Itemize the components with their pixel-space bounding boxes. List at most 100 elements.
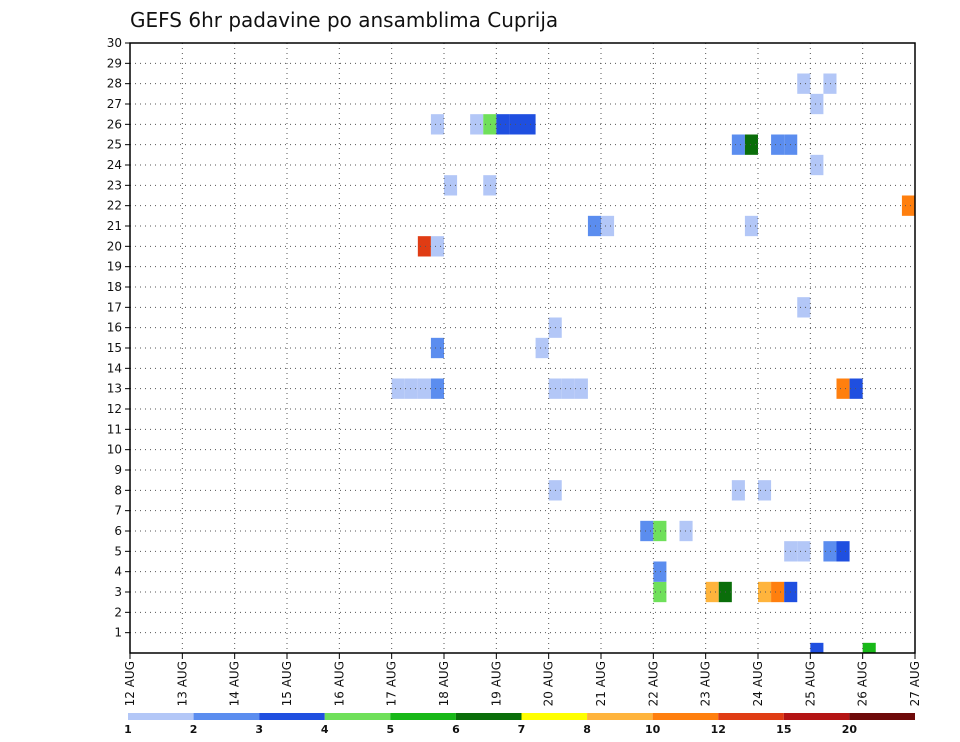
colorbar-swatch	[783, 713, 850, 720]
heatmap-cell	[391, 378, 405, 399]
heatmap-cell	[679, 520, 693, 542]
x-tick-label: 23 AUG	[699, 661, 713, 706]
y-tick-label: 23	[107, 178, 122, 192]
heatmap-cell	[430, 236, 444, 257]
heatmap-cell	[404, 378, 418, 399]
y-tick-label: 11	[107, 422, 122, 436]
x-tick-label: 26 AUG	[856, 661, 870, 706]
y-tick-label: 19	[107, 260, 122, 274]
colorbar-label: 7	[518, 723, 526, 736]
x-tick-label: 13 AUG	[175, 661, 189, 706]
y-tick-label: 6	[114, 524, 122, 538]
heatmap-cell	[810, 93, 824, 115]
heatmap-cell	[823, 541, 837, 562]
y-tick-label: 14	[107, 361, 122, 375]
y-axis-ticks: 1234567891011121314151617181920212223242…	[107, 36, 130, 640]
heatmap-cell	[849, 378, 863, 399]
colorbar-label: 3	[255, 723, 263, 736]
y-tick-label: 12	[107, 402, 122, 416]
y-tick-label: 7	[114, 504, 122, 518]
y-tick-label: 3	[114, 585, 122, 599]
heatmap-cell	[430, 378, 444, 399]
heatmap-cell	[483, 175, 497, 196]
y-tick-label: 26	[107, 117, 122, 131]
x-tick-label: 21 AUG	[594, 661, 608, 706]
colorbar-swatch	[128, 713, 194, 720]
y-tick-label: 27	[107, 97, 122, 111]
y-tick-label: 2	[114, 605, 122, 619]
colorbar-label: 10	[645, 723, 661, 736]
heatmap-cell	[587, 215, 601, 237]
y-tick-label: 10	[107, 443, 122, 457]
heatmap-cell	[601, 215, 615, 237]
colorbar-swatch	[324, 713, 391, 720]
x-tick-label: 14 AUG	[228, 661, 242, 706]
y-tick-label: 21	[107, 219, 122, 233]
heatmap-cell	[731, 480, 745, 501]
colorbar-label: 8	[583, 723, 591, 736]
heatmap-cell	[483, 114, 497, 135]
heatmap-cell	[836, 378, 850, 399]
heatmap-cell	[731, 134, 745, 155]
x-tick-label: 24 AUG	[751, 661, 765, 706]
heatmap-cell	[653, 561, 667, 582]
heatmap-cell	[810, 642, 824, 653]
y-tick-label: 18	[107, 280, 122, 294]
heatmap-cell	[771, 134, 785, 155]
y-tick-label: 13	[107, 382, 122, 396]
colorbar-swatch	[652, 713, 719, 720]
x-tick-label: 15 AUG	[280, 661, 294, 706]
colorbar-swatch	[718, 713, 784, 720]
heatmap-cell	[823, 73, 837, 94]
x-tick-label: 19 AUG	[489, 661, 503, 706]
heatmap-cell	[417, 236, 431, 257]
colorbar-label: 6	[452, 723, 460, 736]
heatmap-cell	[758, 480, 772, 501]
y-tick-label: 20	[107, 239, 122, 253]
chart-title: GEFS 6hr padavine po ansamblima Cuprija	[130, 8, 558, 32]
x-tick-label: 18 AUG	[437, 661, 451, 706]
colorbar-swatch	[455, 713, 522, 720]
heatmap-cell	[744, 134, 758, 155]
heatmap-cell	[862, 642, 876, 653]
heatmap-cell	[574, 378, 588, 399]
x-tick-label: 25 AUG	[803, 661, 817, 706]
y-tick-label: 25	[107, 138, 122, 152]
y-tick-label: 9	[114, 463, 122, 477]
colorbar-label: 1	[124, 723, 132, 736]
y-tick-label: 5	[114, 544, 122, 558]
y-tick-label: 22	[107, 199, 122, 213]
colorbar-label: 5	[387, 723, 395, 736]
colorbar-label: 15	[776, 723, 791, 736]
y-tick-label: 28	[107, 77, 122, 91]
heatmap-cell	[901, 195, 915, 216]
y-tick-label: 17	[107, 300, 122, 314]
colorbar-swatch	[521, 713, 588, 720]
y-tick-label: 24	[107, 158, 122, 172]
heatmap-cell	[653, 520, 667, 542]
x-tick-label: 12 AUG	[123, 661, 137, 706]
colorbar-swatch	[587, 713, 653, 720]
colorbar-label: 12	[711, 723, 726, 736]
y-tick-label: 8	[114, 483, 122, 497]
heatmap-cell	[561, 378, 575, 399]
heatmap-cell	[810, 154, 824, 176]
colorbar-swatch	[849, 713, 915, 720]
x-tick-label: 16 AUG	[332, 661, 346, 706]
heatmap-cell	[797, 297, 811, 318]
y-tick-label: 15	[107, 341, 122, 355]
y-tick-label: 29	[107, 56, 122, 70]
heatmap-cell	[758, 581, 772, 603]
x-tick-label: 27 AUG	[908, 661, 922, 706]
colorbar: 1 2 3 4 5 6 7 8 10 12 15 20	[124, 713, 915, 736]
heatmap-cell	[705, 581, 719, 603]
heatmap-cell	[535, 337, 549, 359]
colorbar-label: 4	[321, 723, 329, 736]
x-axis-ticks: 12 AUG 13 AUG 14 AUG 15 AUG 16 AUG 17 AUG 18 A…	[123, 653, 922, 706]
grid-lines	[130, 43, 915, 653]
heatmap-cell	[470, 114, 484, 135]
x-tick-label: 22 AUG	[646, 661, 660, 706]
heatmap-cell	[430, 337, 444, 359]
x-tick-label: 17 AUG	[385, 661, 399, 706]
